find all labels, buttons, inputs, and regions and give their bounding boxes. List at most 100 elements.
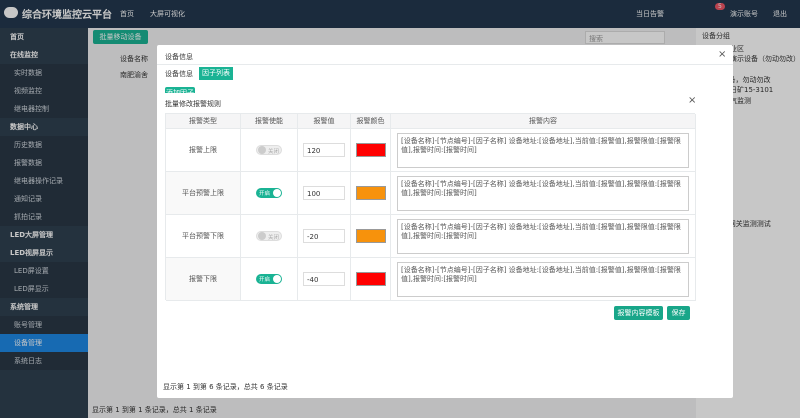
navbar: 综合环境监控云平台 首页 大屏可视化 当日告警 5 演示账号 退出 [0,0,800,28]
nav-link[interactable]: 首页 [120,10,134,18]
alarm-link[interactable]: 当日告警 [636,10,664,18]
value-cell: -20 [298,215,351,258]
sidebar-item[interactable]: 实时数据 [0,64,88,82]
sidebar-item[interactable]: 数据中心 [10,123,38,131]
toggle[interactable]: 关闭 [256,145,282,155]
content-input[interactable]: [设备名称]-[节点编号]-[因子名称] 设备地址:[设备地址],当前值:[报警… [397,218,689,254]
toggle-label: 关闭 [268,235,280,241]
sidebar-item[interactable]: 首页 [10,33,24,41]
content-input[interactable]: [设备名称]-[节点编号]-[因子名称] 设备地址:[设备地址],当前值:[报警… [397,175,689,211]
color-cell [351,258,391,301]
badge: 5 [715,3,725,10]
modal-title: 批量修改报警规则 [165,100,221,108]
sidebar-item[interactable]: 系统管理 [10,303,38,311]
sidebar-item[interactable]: 继电器控制 [0,100,88,118]
alarm-type: 平台预警上限 [166,172,241,215]
enable-cell: 关闭 [241,215,298,258]
value-cell: -40 [298,258,351,301]
value-input[interactable]: 100 [303,186,345,200]
toggle[interactable]: 开启 [256,188,282,198]
alarm-type: 平台预警下限 [166,215,241,258]
app-title: 综合环境监控云平台 [22,10,112,21]
value-input[interactable]: -20 [303,229,345,243]
close-button[interactable]: × [688,95,697,106]
sidebar-item[interactable]: LED屏显示 [0,280,88,298]
content-cell: [设备名称]-[节点编号]-[因子名称] 设备地址:[设备地址],当前值:[报警… [391,215,696,258]
toggle[interactable]: 关闭 [256,231,282,241]
sidebar-item[interactable]: 在线监控 [10,51,38,59]
toggle-label: 开启 [259,191,271,197]
sidebar-item[interactable]: LED大屏管理 [10,231,54,239]
column-header: 设备名称 [120,55,148,63]
sidebar-item[interactable]: 抓拍记录 [0,208,88,226]
alarm-type: 报警下限 [166,258,241,301]
tab[interactable]: 设备信息 [165,70,193,78]
group-item[interactable]: 展厅在线演示设备（勿动勿改） [702,55,800,64]
group-item[interactable]: 平顺股份日矿15-3101 [702,86,774,95]
value-cell: 100 [298,172,351,215]
column-header: 报警值 [298,114,351,129]
color-cell [351,215,391,258]
value-input[interactable]: -40 [303,272,345,286]
table-footer: 显示第 1 到第 1 条记录，总共 1 条记录 [92,406,217,414]
table-footer: 显示第 1 到第 6 条记录，总共 6 条记录 [163,383,288,391]
content-cell: [设备名称]-[节点编号]-[因子名称] 设备地址:[设备地址],当前值:[报警… [391,172,696,215]
search-input[interactable]: 搜索 [585,31,665,44]
logout[interactable]: 退出 [773,10,787,18]
sidebar: 首页在线监控实时数据 视频监控 继电器控制数据中心历史数据 报警数据 继电器操作记录 通知… [0,28,88,418]
column-header: 报警内容 [391,114,696,129]
toggle-knob [273,275,281,283]
color-swatch[interactable] [355,186,386,200]
enable-cell: 开启 [241,258,298,301]
toggle[interactable]: 开启 [256,274,282,284]
column-header: 报警使能 [241,114,298,129]
column-header: 报警颜色 [351,114,391,129]
color-swatch[interactable] [355,272,386,286]
move-button[interactable]: 批量移动设备 [93,30,148,44]
user-menu[interactable]: 演示账号 [730,10,758,18]
color-cell [351,172,391,215]
toggle-knob [258,232,266,240]
alarm-type: 报警上限 [166,129,241,172]
sidebar-item[interactable]: 通知记录 [0,190,88,208]
sidebar-item[interactable]: 历史数据 [0,136,88,154]
rule-modal: 批量修改报警规则 × 报警类型 报警使能 报警值 报警颜色 报警内容 报警上限 关闭 120[… [157,93,703,370]
color-cell [351,129,391,172]
content-input[interactable]: [设备名称]-[节点编号]-[因子名称] 设备地址:[设备地址],当前值:[报警… [397,261,689,297]
tab-active[interactable]: 因子列表 [199,67,233,80]
toggle-knob [258,146,266,154]
rule-table: 报警类型 报警使能 报警值 报警颜色 报警内容 报警上限 关闭 120 [设备名称]-[节点编号… [165,113,696,301]
sidebar-item[interactable]: 系统日志 [0,352,88,370]
enable-cell: 开启 [241,172,298,215]
content-cell: [设备名称]-[节点编号]-[因子名称] 设备地址:[设备地址],当前值:[报警… [391,258,696,301]
enable-cell: 关闭 [241,129,298,172]
panel-title: 设备分组 [702,32,730,40]
sidebar-item[interactable]: 账号管理 [0,316,88,334]
group-item[interactable]: 25.6.20网关监测测试 [702,220,771,229]
sidebar-item[interactable]: LED屏设置 [0,262,88,280]
sidebar-item[interactable]: 视频监控 [0,82,88,100]
sidebar-item[interactable]: 设备管理 [0,334,88,352]
toggle-label: 开启 [259,277,271,283]
toggle-knob [273,189,281,197]
sidebar-item[interactable]: LED视屏显示 [10,249,54,257]
group-item[interactable]: GNSS设备，勿动勿改 [702,75,771,84]
close-button[interactable]: × [718,49,727,60]
content-input[interactable]: [设备名称]-[节点编号]-[因子名称] 设备地址:[设备地址],当前值:[报警… [397,132,689,168]
sidebar-item[interactable]: 报警数据 [0,154,88,172]
save-button[interactable]: 保存 [667,306,690,320]
toggle-label: 关闭 [268,149,280,155]
sidebar-item[interactable]: 继电器操作记录 [0,172,88,190]
value-cell: 120 [298,129,351,172]
value-input[interactable]: 120 [303,143,345,157]
modal-title: 设备信息 [165,53,193,61]
content-cell: [设备名称]-[节点编号]-[因子名称] 设备地址:[设备地址],当前值:[报警… [391,129,696,172]
logo [4,7,18,18]
color-swatch[interactable] [355,229,386,243]
column-header: 报警类型 [166,114,241,129]
color-swatch[interactable] [355,143,386,157]
nav-link[interactable]: 大屏可视化 [150,10,185,18]
template-button[interactable]: 报警内容模板 [614,306,663,320]
divider [157,64,733,65]
